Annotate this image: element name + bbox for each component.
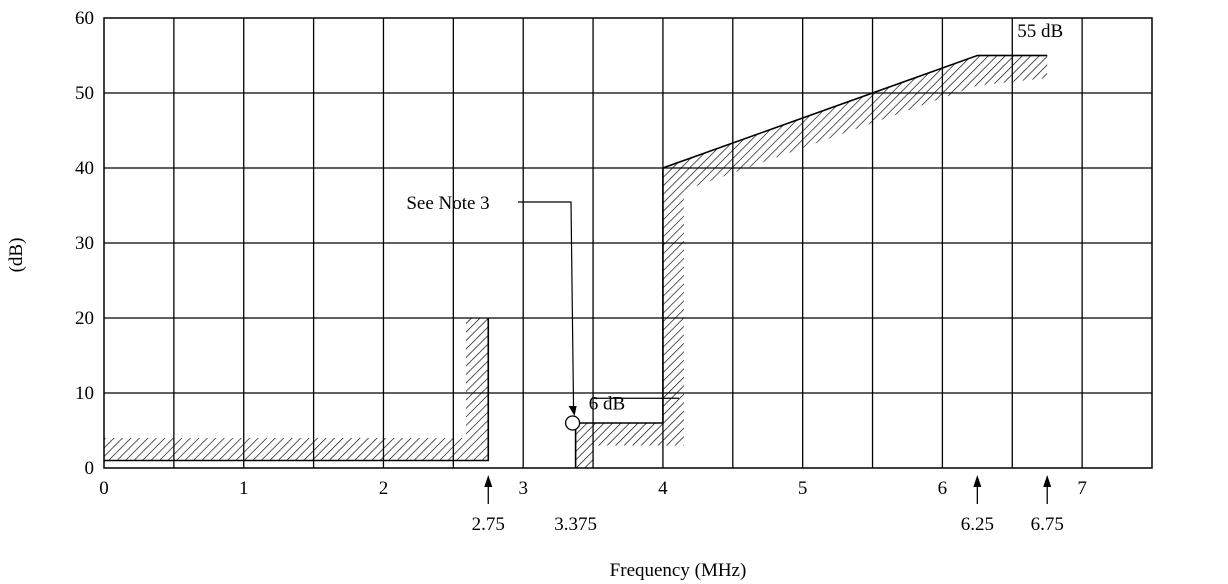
x-tick-label: 5 [798,478,808,499]
marker-arrow-head [1043,475,1052,487]
hatch-region-notch [575,423,663,468]
six-db-label: 6 dB [589,393,625,414]
hatch-regions [104,55,1048,468]
y-tick-label: 30 [75,233,94,254]
y-tick-label: 50 [75,83,94,104]
y-tick-label: 0 [85,458,95,479]
y-tick-label: 60 [75,8,94,29]
note-target-circle [564,415,581,431]
fifty-five-db-label: 55 dB [1017,21,1063,42]
x-axis-label: Frequency (MHz) [610,560,747,581]
x-tick-label: 3 [518,478,528,499]
y-tick-label: 10 [75,383,94,404]
tick-labels: 0 1 2 3 4 5 6 7 0 10 20 30 40 50 60 [75,8,1087,499]
x-tick-label: 2 [379,478,389,499]
marker-label: 2.75 [472,514,505,535]
marker-label: 3.375 [554,514,597,535]
x-tick-label: 1 [239,478,249,499]
marker-label: 6.75 [1031,514,1064,535]
y-tick-label: 40 [75,158,94,179]
note-leader-line [518,201,575,414]
note-label: See Note 3 [406,193,489,214]
plot-frame [103,17,1153,469]
marker-arrow-head [973,475,982,487]
marker-label: 6.25 [961,514,994,535]
x-tick-label: 6 [938,478,948,499]
x-tick-label: 7 [1077,478,1087,499]
y-tick-label: 20 [75,308,94,329]
grid [104,18,1152,468]
x-tick-label: 4 [658,478,668,499]
mask-line-1 [104,318,490,462]
frequency-markers: 2.75 3.375 6.25 6.75 [472,475,1064,535]
hatch-region-upper-slope [662,55,1048,446]
hatch-region-lower-left [104,318,489,461]
note-leader-arrowhead [568,406,577,416]
x-tick-label: 0 [99,478,109,499]
y-axis-label: (dB) [6,238,27,273]
annotations: See Note 3 6 dB 55 dB [406,21,1063,431]
marker-arrow-head [484,475,493,487]
